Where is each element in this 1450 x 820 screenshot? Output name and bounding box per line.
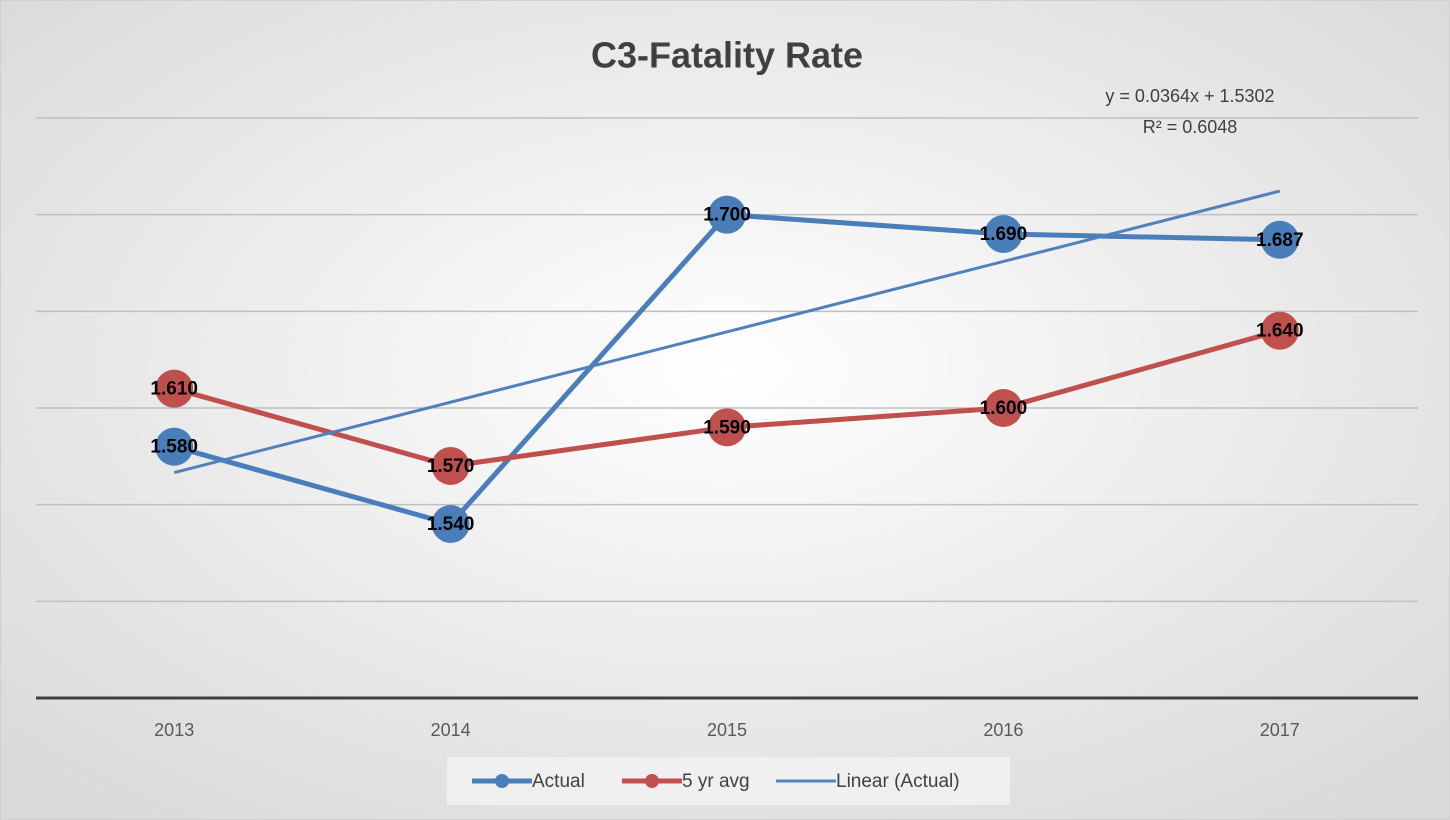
data-label: 1.687: [1256, 230, 1304, 251]
legend-marker: [645, 774, 659, 788]
trendline: [173, 189, 1281, 475]
data-label: 1.690: [980, 224, 1028, 245]
marker: [1260, 311, 1299, 350]
x-tick-label: 2014: [431, 720, 471, 740]
data-label: 1.610: [150, 379, 198, 400]
data-label: 1.590: [703, 417, 751, 438]
marker: [984, 215, 1023, 253]
data-label: 1.700: [703, 205, 751, 226]
legend-label: Actual: [532, 771, 585, 792]
x-tick-label: 2015: [707, 720, 747, 740]
trendline-r-squared: R² = 0.6048: [1143, 117, 1238, 137]
legend-box: [447, 757, 1010, 805]
marker: [708, 408, 746, 447]
x-tick-label: 2016: [983, 720, 1023, 740]
x-tick-label: 2013: [154, 720, 194, 740]
data-label: 1.540: [427, 514, 475, 535]
chart-title: C3-Fatality Rate: [591, 35, 863, 76]
marker: [431, 447, 470, 485]
legend-label: Linear (Actual): [836, 771, 960, 792]
marker: [708, 195, 746, 234]
data-label: 1.570: [427, 456, 475, 477]
x-tick-label: 2017: [1260, 720, 1300, 740]
legend-marker: [495, 774, 509, 788]
data-label: 1.600: [980, 398, 1028, 419]
marker: [984, 389, 1023, 427]
marker: [155, 369, 194, 408]
data-label: 1.580: [150, 437, 198, 458]
trendline-equation: y = 0.0364x + 1.5302: [1105, 86, 1274, 106]
marker: [431, 505, 470, 543]
marker: [155, 427, 194, 466]
marker: [1260, 220, 1299, 259]
data-label: 1.640: [1256, 321, 1304, 342]
legend-label: 5 yr avg: [682, 771, 750, 792]
